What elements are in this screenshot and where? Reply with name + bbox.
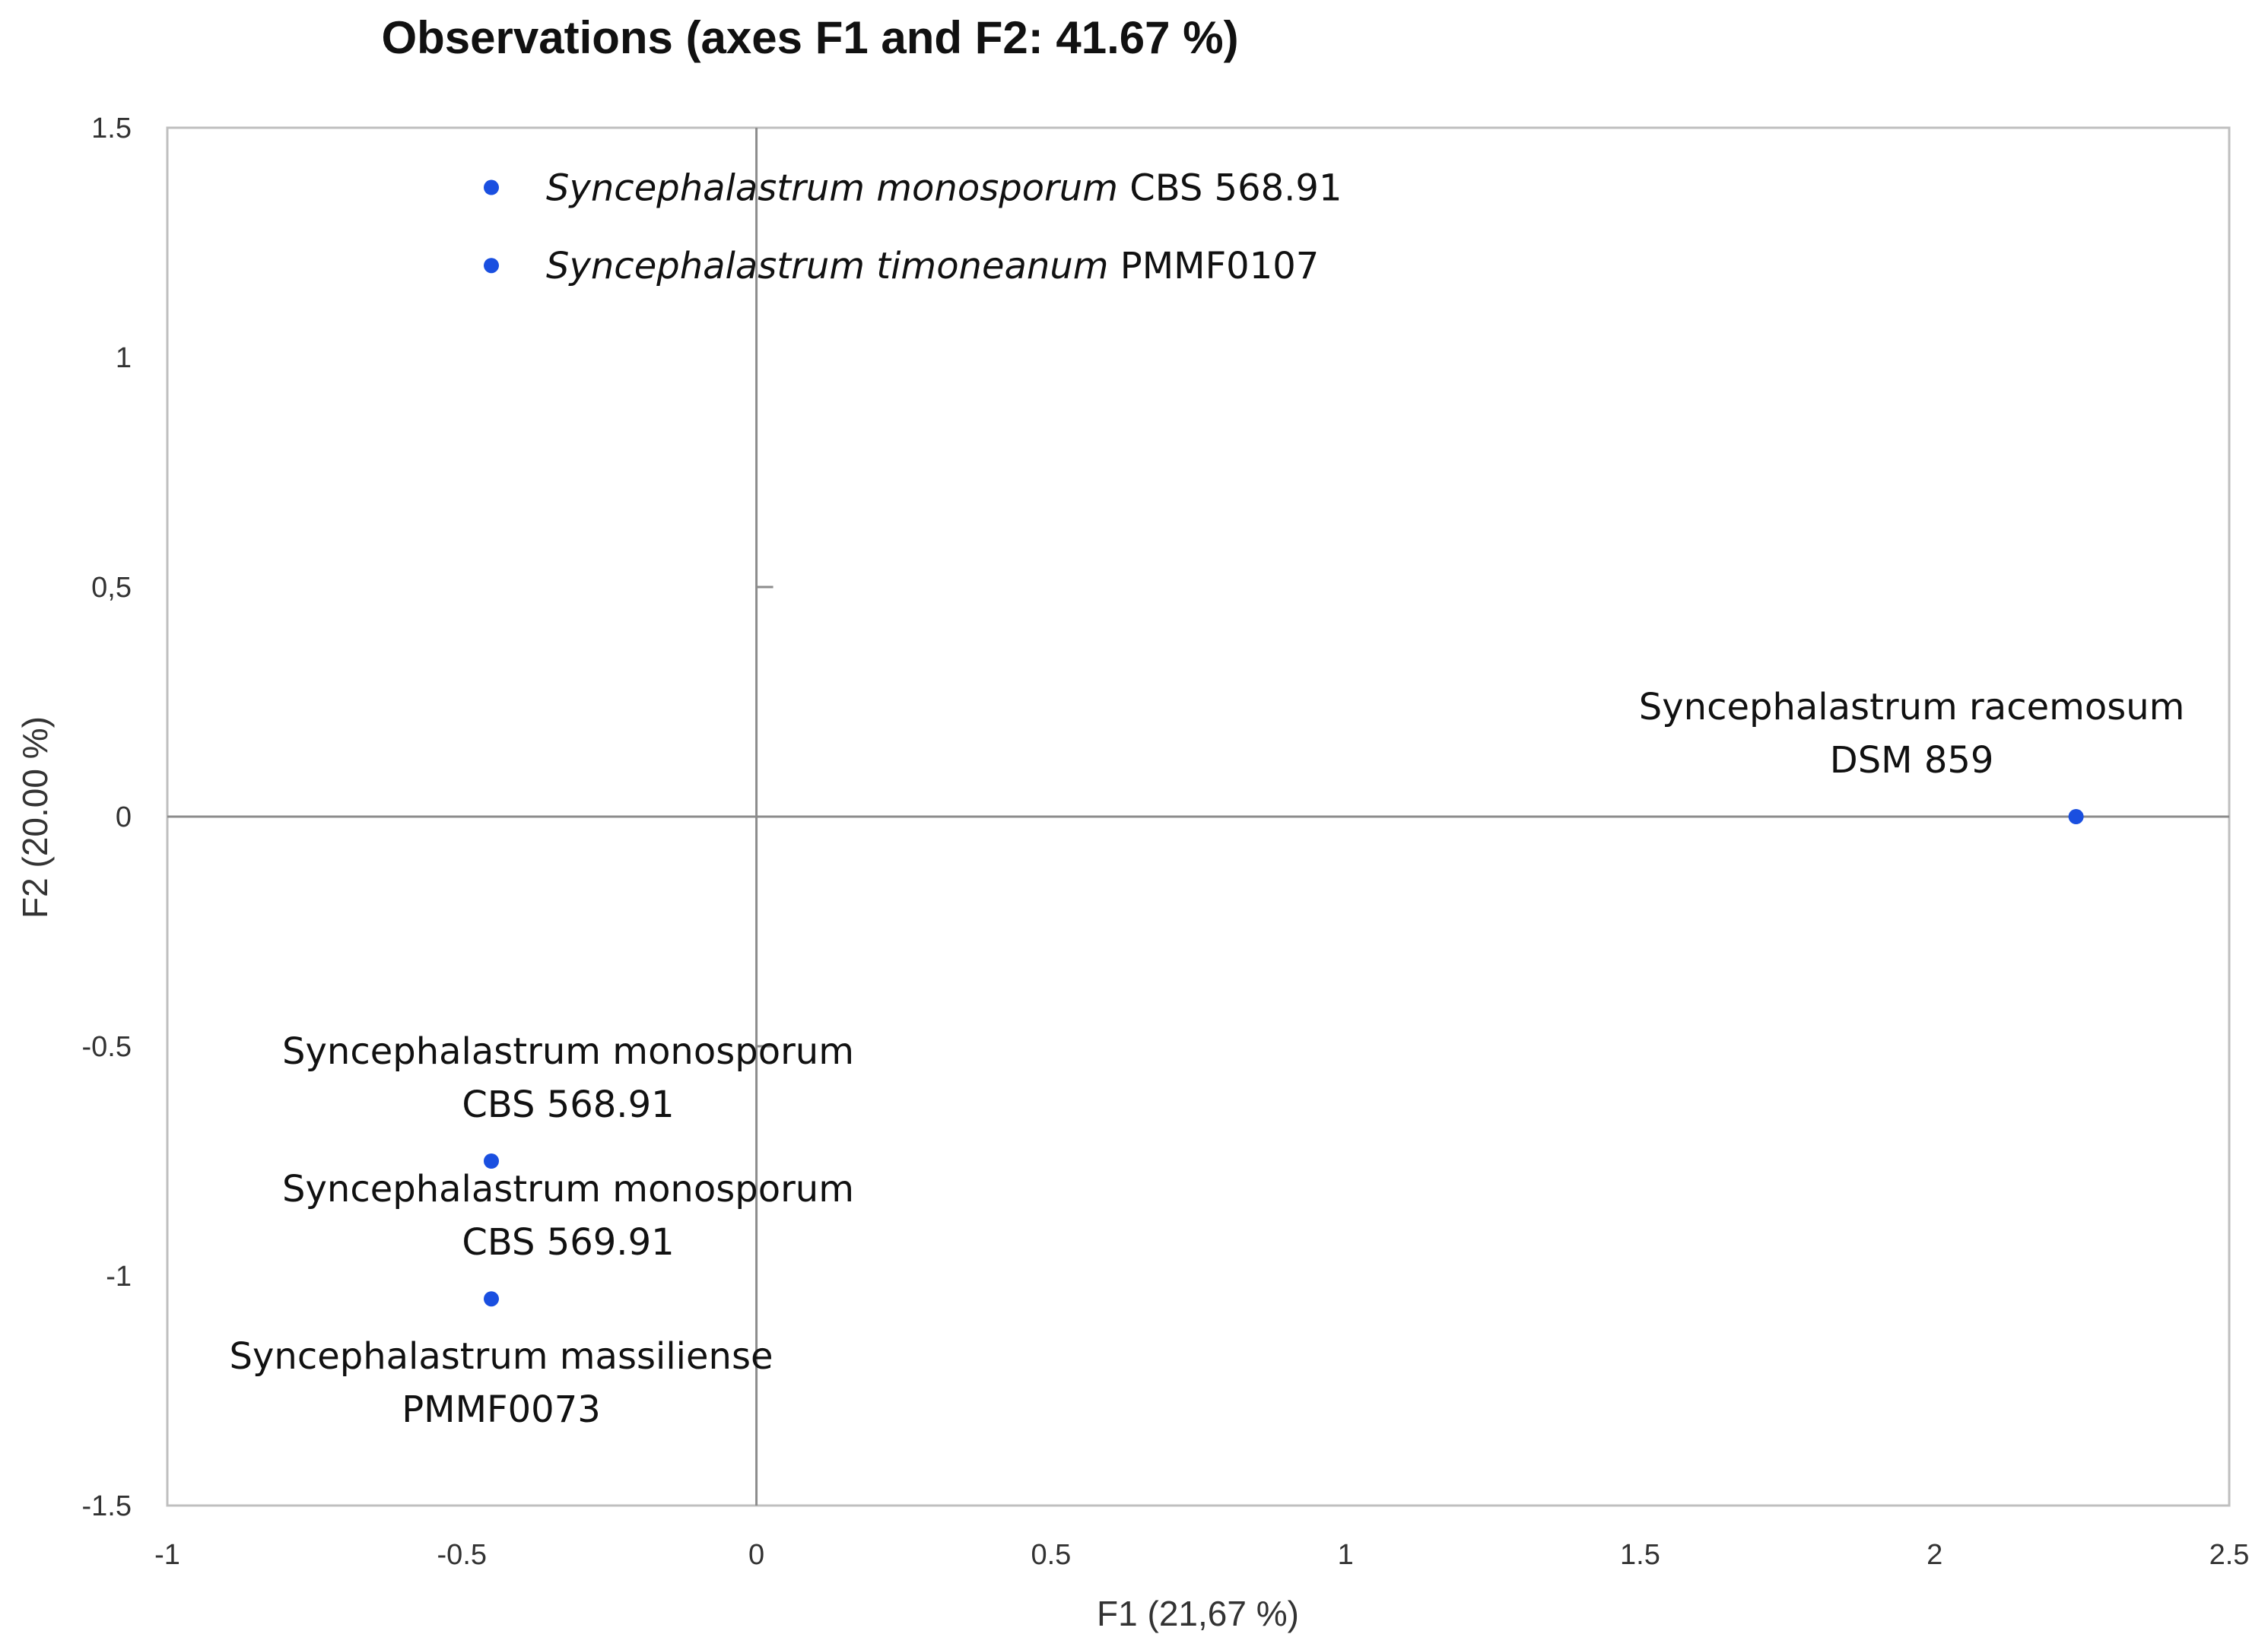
strain-id: DSM 859 bbox=[1830, 739, 1994, 782]
x-tick-label: 2.5 bbox=[2209, 1539, 2250, 1571]
x-tick-label: -0.5 bbox=[437, 1539, 487, 1571]
strain-id: PMMF0073 bbox=[402, 1388, 601, 1431]
species-name: Syncephalastrum racemosum bbox=[1639, 686, 2185, 728]
y-tick-label: -0.5 bbox=[82, 1031, 132, 1063]
y-tick-label: 1 bbox=[116, 342, 132, 374]
x-tick-label: -1 bbox=[154, 1539, 180, 1571]
x-tick-label: 0 bbox=[748, 1539, 764, 1571]
y-tick-label: -1.5 bbox=[82, 1490, 132, 1522]
species-name: Syncephalastrum massiliense bbox=[230, 1335, 773, 1378]
species-name: Syncephalastrum monosporum bbox=[282, 1168, 854, 1211]
species-name: Syncephalastrum monosporum bbox=[546, 167, 1118, 210]
point-label: Syncephalastrum monosporum CBS 568.91 bbox=[546, 167, 1342, 210]
y-tick-label: -1 bbox=[106, 1261, 132, 1293]
data-points bbox=[484, 179, 2084, 1307]
strain-id: PMMF0107 bbox=[1109, 245, 1320, 287]
strain-id: CBS 568.91 bbox=[462, 1084, 674, 1126]
strain-id: CBS 568.91 bbox=[1118, 167, 1342, 210]
x-tick-label: 1 bbox=[1338, 1539, 1354, 1571]
x-tick-label: 0.5 bbox=[1031, 1539, 1071, 1571]
point-labels: Syncephalastrum monosporum CBS 568.91Syn… bbox=[230, 167, 2185, 1432]
data-point bbox=[484, 179, 500, 195]
x-tick-label: 2 bbox=[1927, 1539, 1942, 1571]
data-point bbox=[484, 1153, 500, 1169]
data-point bbox=[484, 258, 500, 274]
data-point bbox=[2068, 809, 2084, 824]
x-axis-ticks: -1 -0.5 0 0.5 1 1.5 2 2.5 bbox=[154, 1539, 2249, 1571]
y-axis-ticks: 1.5 1 0,5 0 -0.5 -1 -1.5 bbox=[82, 113, 132, 1522]
y-tick-label: 0 bbox=[116, 801, 132, 833]
chart-title: Observations (axes F1 and F2: 41.67 %) bbox=[381, 12, 1238, 63]
x-axis-label: F1 (21,67 %) bbox=[1097, 1594, 1299, 1633]
data-point bbox=[484, 1291, 500, 1307]
species-name: Syncephalastrum monosporum bbox=[282, 1030, 854, 1073]
strain-id: CBS 569.91 bbox=[462, 1221, 674, 1264]
y-tick-label: 0,5 bbox=[91, 572, 132, 604]
x-tick-label: 1.5 bbox=[1620, 1539, 1660, 1571]
y-tick-label: 1.5 bbox=[91, 113, 132, 144]
zero-axes bbox=[167, 128, 2229, 1506]
species-name: Syncephalastrum timoneanum bbox=[546, 245, 1109, 287]
point-label: Syncephalastrum timoneanum PMMF0107 bbox=[546, 245, 1319, 287]
y-axis-label: F2 (20.00 %) bbox=[15, 716, 55, 919]
